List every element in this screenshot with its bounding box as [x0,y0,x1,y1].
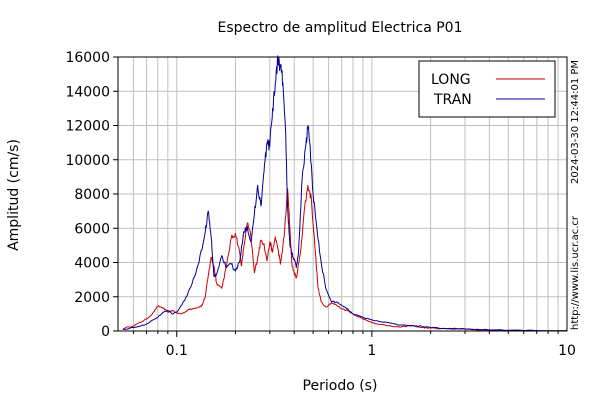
chart-title: Espectro de amplitud Electrica P01 [218,20,463,36]
axis-ticks [113,56,559,337]
series-layer [122,55,568,332]
y-tick-label: 14000 [65,84,110,100]
x-tick-label: 10 [558,343,576,359]
legend: LONG TRAN [418,60,556,118]
x-tick-labels: 0.1 1 10 [166,343,576,359]
y-tick-label: 0 [101,324,110,340]
y-tick-label: 10000 [65,153,110,169]
y-tick-label: 8000 [74,187,110,203]
y-tick-label: 2000 [74,290,110,306]
timestamp-text: 2024-03-30 12:44:01 PM [570,60,581,184]
y-axis-label: Amplitud (cm/s) [6,139,22,251]
legend-box [418,60,556,118]
y-tick-label: 6000 [74,221,110,237]
x-tick-label: 1 [367,343,376,359]
x-axis-label: Periodo (s) [303,378,378,394]
y-tick-label: 12000 [65,119,110,135]
series-line-tran [122,55,568,332]
x-tick-label: 0.1 [166,343,188,359]
legend-label-tran: TRAN [433,92,472,108]
legend-label-long: LONG [431,72,471,88]
y-tick-label: 4000 [74,256,110,272]
series-line-long [122,184,568,332]
y-tick-labels: 0 2000 4000 6000 8000 10000 12000 14000 16000 [65,50,110,340]
y-tick-label: 16000 [65,50,110,66]
source-url-text: http://www.lis.ucr.ac.cr [570,215,581,330]
